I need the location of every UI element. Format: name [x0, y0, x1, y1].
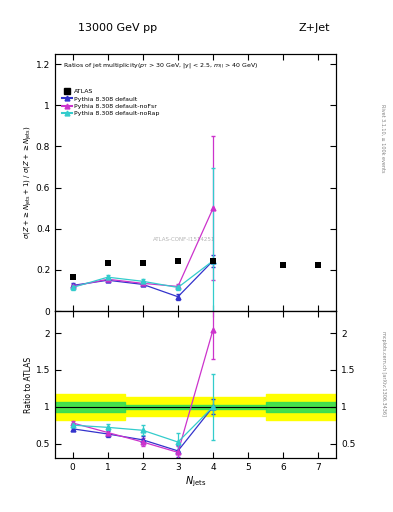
X-axis label: $N_{\rm jets}$: $N_{\rm jets}$ [185, 475, 206, 489]
Text: Ratios of jet multiplicity($p_{\rm T}$ > 30 GeV, |y| < 2.5, $m_{\rm ||}$ > 40 Ge: Ratios of jet multiplicity($p_{\rm T}$ >… [63, 61, 259, 70]
Point [105, 259, 111, 267]
Point [70, 273, 76, 281]
Point [315, 261, 321, 269]
Point [280, 261, 286, 269]
Point [140, 259, 146, 267]
Text: Rivet 3.1.10, ≥ 100k events: Rivet 3.1.10, ≥ 100k events [381, 104, 386, 173]
Y-axis label: $\sigma(Z + \geq N_{\rm jets}+1)\ /\ \sigma(Z + \geq N_{\rm jets})$: $\sigma(Z + \geq N_{\rm jets}+1)\ /\ \si… [23, 125, 35, 239]
Text: 13000 GeV pp: 13000 GeV pp [78, 23, 158, 33]
Point [175, 257, 181, 265]
Y-axis label: Ratio to ATLAS: Ratio to ATLAS [24, 357, 33, 413]
Text: mcplots.cern.ch [arXiv:1306.3436]: mcplots.cern.ch [arXiv:1306.3436] [381, 331, 386, 416]
Text: Z+Jet: Z+Jet [299, 23, 330, 33]
Point [210, 257, 216, 265]
Legend: ATLAS, Pythia 8.308 default, Pythia 8.308 default-noFsr, Pythia 8.308 default-no: ATLAS, Pythia 8.308 default, Pythia 8.30… [61, 88, 161, 117]
Text: ATLAS-CONF-I1514251: ATLAS-CONF-I1514251 [153, 237, 216, 242]
